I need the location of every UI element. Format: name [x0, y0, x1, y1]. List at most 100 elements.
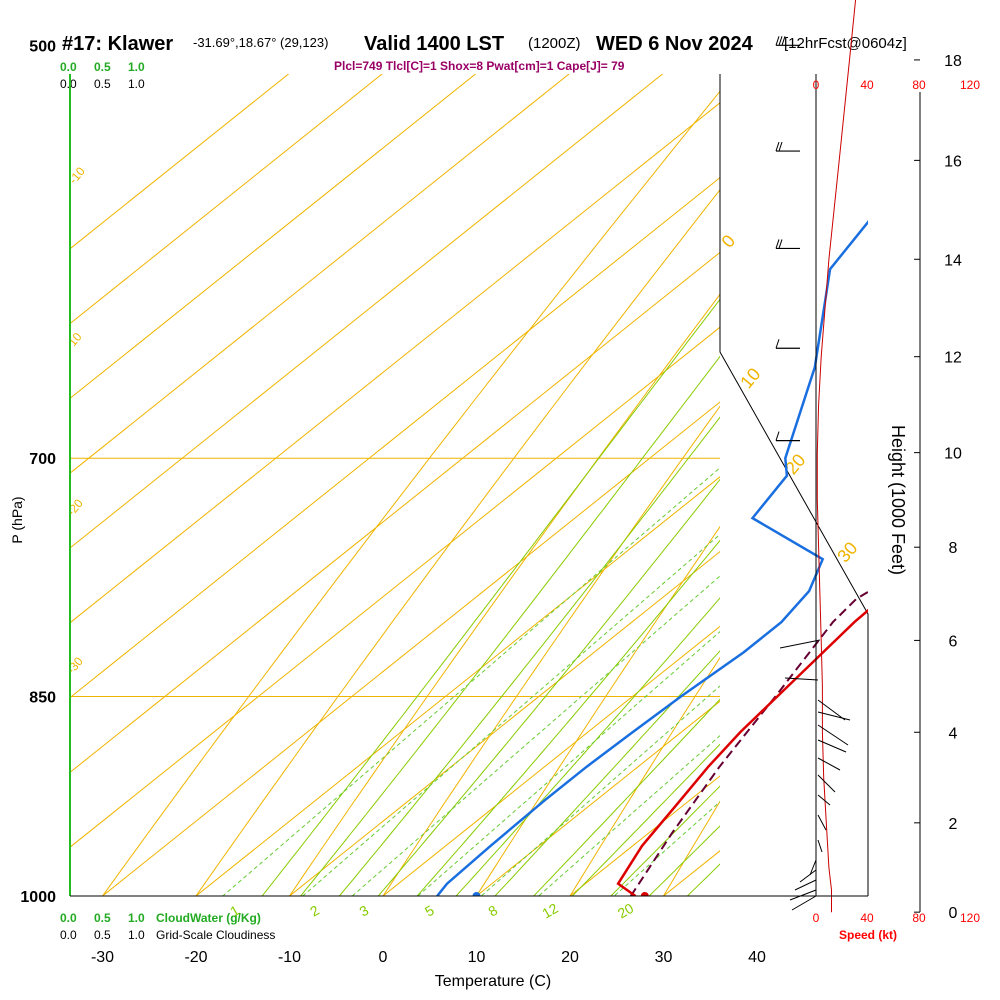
speed-scale-top: 0 40 80 120 — [813, 78, 981, 92]
speed-top-120: 120 — [960, 78, 980, 92]
isotherm-label: -30 — [64, 654, 86, 677]
wind-speed-profile — [816, 0, 857, 913]
station-title: #17: Klawer — [62, 33, 173, 55]
moist-adiabat-26 — [610, 785, 720, 896]
temperature-trace — [616, 608, 868, 896]
pressure-tick-label: 850 — [29, 690, 56, 707]
dry-adiabat-0 — [382, 405, 720, 896]
low-level-barb — [817, 774, 836, 793]
isotherm--50 — [70, 251, 720, 774]
mixing-ratio-1 — [222, 467, 720, 896]
cutout-edge — [719, 74, 869, 896]
isotherm--30 — [101, 401, 720, 896]
pressure-tick-label: 1000 — [20, 889, 56, 906]
bottom-green-1: 0.5 — [94, 911, 111, 925]
low-level-barb — [817, 814, 827, 831]
mixing-ratio-label: 3 — [357, 902, 372, 920]
mixing-ratio-2 — [302, 533, 720, 896]
top-cloudiness-scale: 0.0 0.5 1.0 — [60, 77, 145, 91]
isotherm-label: -20 — [64, 496, 86, 519]
wind-barb — [775, 141, 800, 152]
low-level-barb — [809, 859, 817, 876]
speed-axis-title: Speed (kt) — [839, 928, 897, 942]
surface-dewpoint-dot — [472, 892, 481, 896]
cloudwater-label: CloudWater (g/Kg) — [156, 911, 261, 925]
isotherm--60 — [70, 176, 720, 699]
height-tick-label: 2 — [949, 816, 958, 833]
low-level-barb — [784, 677, 819, 681]
barb-feather — [775, 431, 780, 441]
low-level-barb — [817, 699, 846, 721]
height-axis-title: Height (1000 Feet) — [888, 425, 908, 575]
valid-date: WED 6 Nov 2024 — [596, 33, 754, 55]
x-tick-label: -30 — [91, 949, 114, 966]
mixing-ratio-label: 12 — [539, 900, 561, 922]
top-green-2: 1.0 — [128, 60, 145, 74]
isotherm--20 — [195, 476, 720, 896]
pressure-tick-label: 700 — [29, 451, 56, 468]
moist-adiabat-18 — [533, 698, 720, 896]
isotherm-label: 10 — [65, 330, 85, 349]
barb-feather — [775, 141, 780, 152]
wind-barb — [775, 431, 800, 442]
speed-bottom-0: 0 — [813, 911, 820, 925]
low-level-barb — [817, 739, 847, 753]
x-axis-title: Temperature (C) — [435, 973, 551, 990]
dry-adiabat--20 — [195, 188, 720, 896]
bottom-black-1: 0.5 — [94, 928, 111, 942]
barb-feather — [778, 239, 783, 249]
isotherm-0 — [382, 625, 720, 896]
low-level-barb — [789, 889, 817, 901]
cloudiness-label: Grid-Scale Cloudiness — [156, 928, 275, 942]
bottom-black-2: 1.0 — [128, 928, 145, 942]
x-tick-label: 0 — [379, 949, 388, 966]
moist-adiabat--2 — [338, 416, 720, 896]
y-axis-title: P (hPa) — [9, 496, 25, 543]
parcel-trace — [629, 590, 868, 896]
low-level-barb — [817, 794, 831, 806]
isotherm--10 — [288, 550, 720, 896]
isotherm-10 — [475, 700, 720, 896]
low-level-barb — [794, 879, 817, 891]
low-level-barb — [791, 895, 817, 911]
moist-adiabat-10 — [455, 597, 720, 896]
stability-indices: Plcl=749 Tlcl[C]=1 Shox=8 Pwat[cm]=1 Cap… — [334, 59, 625, 73]
height-tick-label: 4 — [949, 725, 958, 742]
dewpoint-trace — [436, 220, 868, 896]
speed-bottom-40: 40 — [860, 911, 874, 925]
mixing-ratio-label: 8 — [485, 902, 500, 920]
height-tick-label: 10 — [944, 446, 962, 463]
height-tick-label: 14 — [944, 252, 962, 269]
x-tick-label: 20 — [561, 949, 579, 966]
barb-feather — [778, 141, 783, 152]
speed-scale-bottom: 0 40 80 120 Speed (kt) — [813, 911, 981, 942]
isotherm--40 — [70, 326, 720, 848]
wind-barb — [775, 239, 800, 250]
moist-adiabat-6 — [416, 539, 720, 896]
x-tick-label: 40 — [748, 949, 766, 966]
low-level-barb — [779, 639, 821, 649]
dry-adiabat--10 — [288, 293, 720, 896]
height-tick-label: 8 — [949, 540, 958, 557]
moist-adiabat--10 — [261, 298, 720, 896]
top-black-2: 1.0 — [128, 77, 145, 91]
barb-feather — [778, 36, 783, 46]
moist-adiabat-14 — [494, 650, 720, 896]
top-green-1: 0.5 — [94, 60, 111, 74]
moist-adiabat--6 — [300, 355, 720, 896]
height-tick-label: 16 — [944, 153, 962, 170]
zulu-time: (1200Z) — [528, 35, 581, 52]
mixing-ratio-8 — [480, 685, 720, 896]
speed-bottom-120: 120 — [960, 911, 980, 925]
bottom-black-0: 0.0 — [60, 928, 77, 942]
forecast-run: [12hrFcst@0604z] — [784, 35, 907, 52]
moist-adiabat-2 — [377, 478, 720, 896]
bottom-green-2: 1.0 — [128, 911, 145, 925]
speed-top-0: 0 — [813, 78, 820, 92]
top-black-1: 0.5 — [94, 77, 111, 91]
mixing-ratio-label: 5 — [422, 902, 437, 920]
bottom-green-0: 0.0 — [60, 911, 77, 925]
pressure-tick-label: 500 — [29, 38, 56, 55]
dry-adiabat-60 — [913, 0, 1000, 956]
